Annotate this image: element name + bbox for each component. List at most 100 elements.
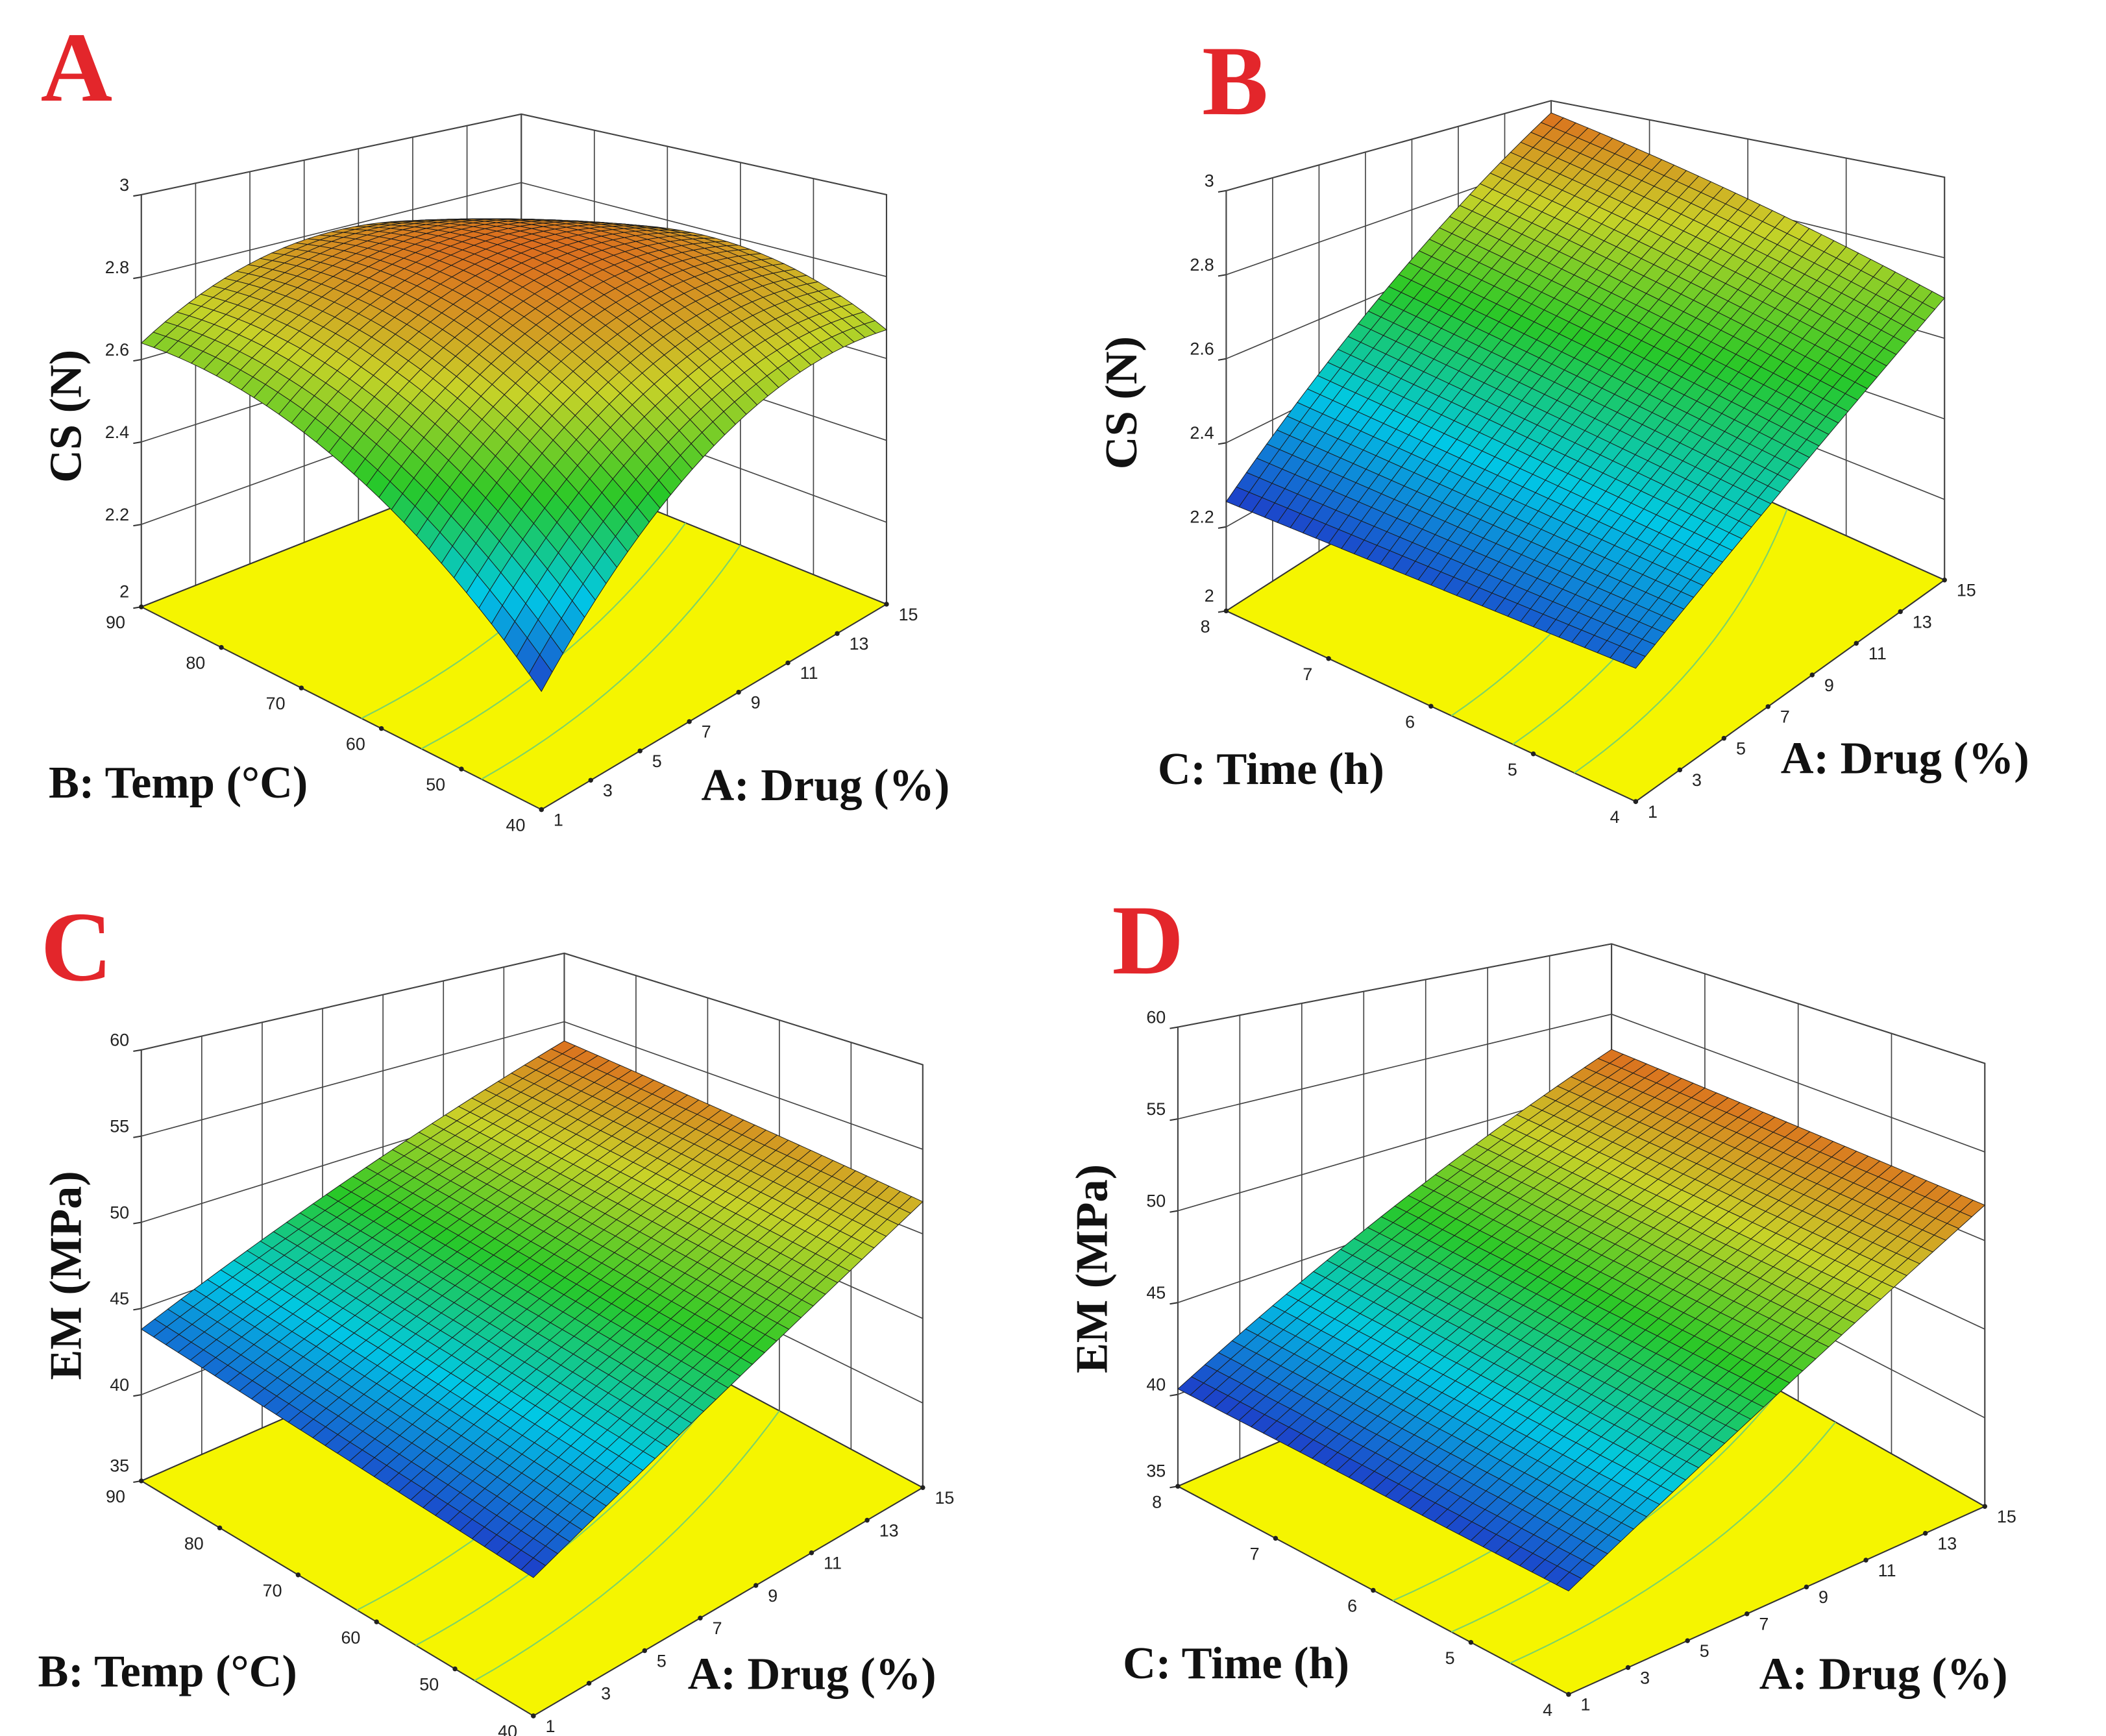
z-tick	[133, 1135, 141, 1138]
x-tick	[588, 777, 593, 783]
z-tick-label: 55	[110, 1116, 129, 1136]
z-tick-label: 35	[1146, 1461, 1166, 1481]
y-tick	[219, 644, 224, 650]
z-tick-label: 40	[110, 1375, 129, 1395]
x-tick	[1685, 1638, 1690, 1643]
z-tick	[133, 441, 141, 445]
y-axis-label: B: Temp (°C)	[38, 1646, 297, 1696]
y-tick	[217, 1525, 223, 1531]
response-surface	[1177, 1049, 1986, 1592]
x-tick	[1922, 1530, 1928, 1536]
floor-contour-line	[421, 522, 687, 750]
y-tick-label: 4	[1543, 1700, 1552, 1720]
y-tick	[539, 807, 544, 813]
y-tick-label: 8	[1201, 617, 1210, 636]
y-tick-label: 90	[106, 1487, 125, 1506]
y-tick	[295, 1572, 301, 1578]
z-tick-label: 50	[110, 1203, 129, 1222]
x-tick	[1898, 609, 1903, 615]
z-axis-label: CS (N)	[1096, 336, 1147, 469]
z-tick	[1218, 442, 1227, 445]
y-tick-label: 6	[1347, 1596, 1357, 1616]
x-tick-label: 1	[1581, 1695, 1591, 1715]
y-tick-label: 6	[1405, 712, 1415, 731]
floor-contour-line	[474, 1410, 780, 1681]
x-tick-label: 11	[824, 1554, 842, 1573]
y-tick	[1428, 703, 1434, 709]
floor-contour-line	[415, 1381, 726, 1646]
y-tick	[1633, 799, 1639, 804]
y-tick-label: 50	[419, 1675, 439, 1694]
y-tick	[139, 1478, 144, 1484]
z-tick-label: 2.6	[1190, 339, 1214, 359]
x-tick	[1677, 767, 1683, 773]
x-tick-label: 5	[1736, 739, 1746, 758]
z-tick	[133, 1394, 141, 1397]
y-tick-label: 5	[1508, 760, 1517, 779]
z-tick-label: 3	[119, 175, 129, 195]
z-tick-label: 60	[110, 1031, 129, 1050]
x-tick	[753, 1583, 759, 1588]
z-tick	[133, 359, 141, 362]
z-tick	[1169, 1118, 1179, 1121]
floor-contour-line	[1510, 1421, 1837, 1664]
y-tick-label: 5	[1445, 1648, 1455, 1668]
y-tick-label: 50	[426, 775, 445, 794]
y-axis-label: C: Time (h)	[1158, 744, 1384, 794]
x-tick-label: 13	[1913, 612, 1932, 631]
x-axis-label: A: Drug (%)	[701, 760, 949, 811]
z-axis-label: EM (MPa)	[41, 1171, 92, 1380]
y-tick-label: 40	[498, 1722, 517, 1736]
z-tick-label: 2.8	[105, 258, 129, 277]
x-tick	[835, 631, 840, 636]
x-tick	[1804, 1584, 1809, 1590]
y-axis-label: C: Time (h)	[1123, 1638, 1349, 1689]
x-tick	[637, 748, 643, 753]
x-tick-label: 7	[1780, 707, 1790, 727]
z-tick-label: 35	[110, 1456, 129, 1475]
x-tick	[1745, 1611, 1750, 1617]
z-tick	[1218, 526, 1227, 529]
z-tick-label: 2.8	[1190, 255, 1214, 275]
z-tick	[133, 276, 141, 280]
z-tick-label: 2.4	[105, 422, 129, 442]
z-tick	[133, 193, 141, 197]
response-surface	[140, 1040, 924, 1578]
z-tick-label: 3	[1205, 171, 1214, 191]
y-tick	[1468, 1639, 1474, 1645]
z-tick-label: 2.2	[105, 505, 129, 524]
y-tick-label: 4	[1610, 807, 1620, 827]
response-surface	[140, 218, 887, 692]
panel-letter: B	[1202, 27, 1268, 136]
x-tick-label: 3	[1640, 1668, 1650, 1687]
wall-gridline	[141, 114, 887, 195]
x-tick	[1765, 704, 1771, 709]
y-tick-label: 8	[1152, 1492, 1162, 1511]
x-tick-label: 13	[850, 634, 869, 654]
y-tick	[531, 1713, 536, 1718]
y-tick	[1566, 1692, 1571, 1697]
x-tick	[687, 719, 692, 724]
y-tick	[374, 1619, 379, 1624]
x-tick	[1982, 1504, 1987, 1509]
x-tick-label: 1	[545, 1717, 555, 1736]
x-tick-label: 5	[657, 1651, 667, 1670]
x-tick-label: 3	[1692, 770, 1702, 790]
x-tick	[1854, 641, 1859, 646]
x-tick-label: 7	[713, 1619, 722, 1638]
x-axis-label: A: Drug (%)	[1781, 733, 2029, 784]
z-axis-label: CS (N)	[41, 350, 92, 483]
x-tick	[809, 1550, 814, 1556]
x-tick	[864, 1517, 870, 1523]
x-tick-label: 15	[1997, 1507, 2016, 1526]
z-tick-label: 45	[110, 1289, 129, 1308]
x-tick-label: 3	[603, 781, 613, 800]
y-tick	[1273, 1535, 1279, 1541]
z-tick-label: 60	[1146, 1007, 1166, 1027]
y-tick-label: 90	[106, 613, 125, 632]
x-tick	[586, 1681, 592, 1686]
